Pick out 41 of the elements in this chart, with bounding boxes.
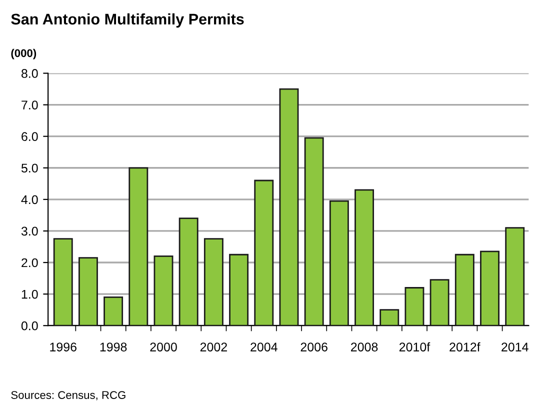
bar xyxy=(430,279,450,326)
bar xyxy=(229,254,249,326)
y-tick-label: 7.0 xyxy=(22,100,38,110)
x-tick-label: 1996 xyxy=(50,342,76,352)
bar xyxy=(505,227,525,326)
x-tick-label: 2012f xyxy=(450,342,480,352)
bar xyxy=(279,88,299,326)
y-tick-label: 5.0 xyxy=(21,164,38,173)
bar xyxy=(204,238,224,326)
bar xyxy=(404,287,424,326)
chart-title: San Antonio Multifamily Permits xyxy=(11,13,244,28)
x-tick-label: 2006 xyxy=(300,342,328,352)
y-tick-label: 0.0 xyxy=(21,321,38,330)
x-tick-label: 2014 xyxy=(502,342,528,352)
bar xyxy=(304,137,324,326)
x-tick-label: 2002 xyxy=(200,342,227,352)
bar xyxy=(178,218,198,326)
y-tick-label: 2.0 xyxy=(22,258,38,268)
bar xyxy=(454,254,474,326)
y-tick-label: 1.0 xyxy=(22,290,38,299)
bar xyxy=(329,200,349,326)
bar xyxy=(104,296,124,326)
source-note: Sources: Census, RCG xyxy=(11,391,126,400)
y-tick-label: 4.0 xyxy=(21,195,38,204)
bar xyxy=(254,180,274,326)
y-tick-label: 8.0 xyxy=(22,69,38,78)
bar xyxy=(480,250,500,326)
x-tick-label: 2004 xyxy=(250,342,278,352)
x-tick-label: 1998 xyxy=(100,342,127,352)
x-tick-label: 2000 xyxy=(150,342,177,352)
bar xyxy=(78,257,98,326)
x-tick-label: 2010f xyxy=(399,342,430,352)
bar xyxy=(380,309,400,326)
bar xyxy=(354,189,374,326)
y-tick-label: 6.0 xyxy=(22,132,38,141)
bar xyxy=(53,238,73,326)
bar xyxy=(154,256,174,326)
y-tick-label: 3.0 xyxy=(21,226,38,236)
x-tick-label: 2008 xyxy=(351,342,378,352)
y-axis-title: (000) xyxy=(11,48,36,60)
bar xyxy=(128,167,148,326)
